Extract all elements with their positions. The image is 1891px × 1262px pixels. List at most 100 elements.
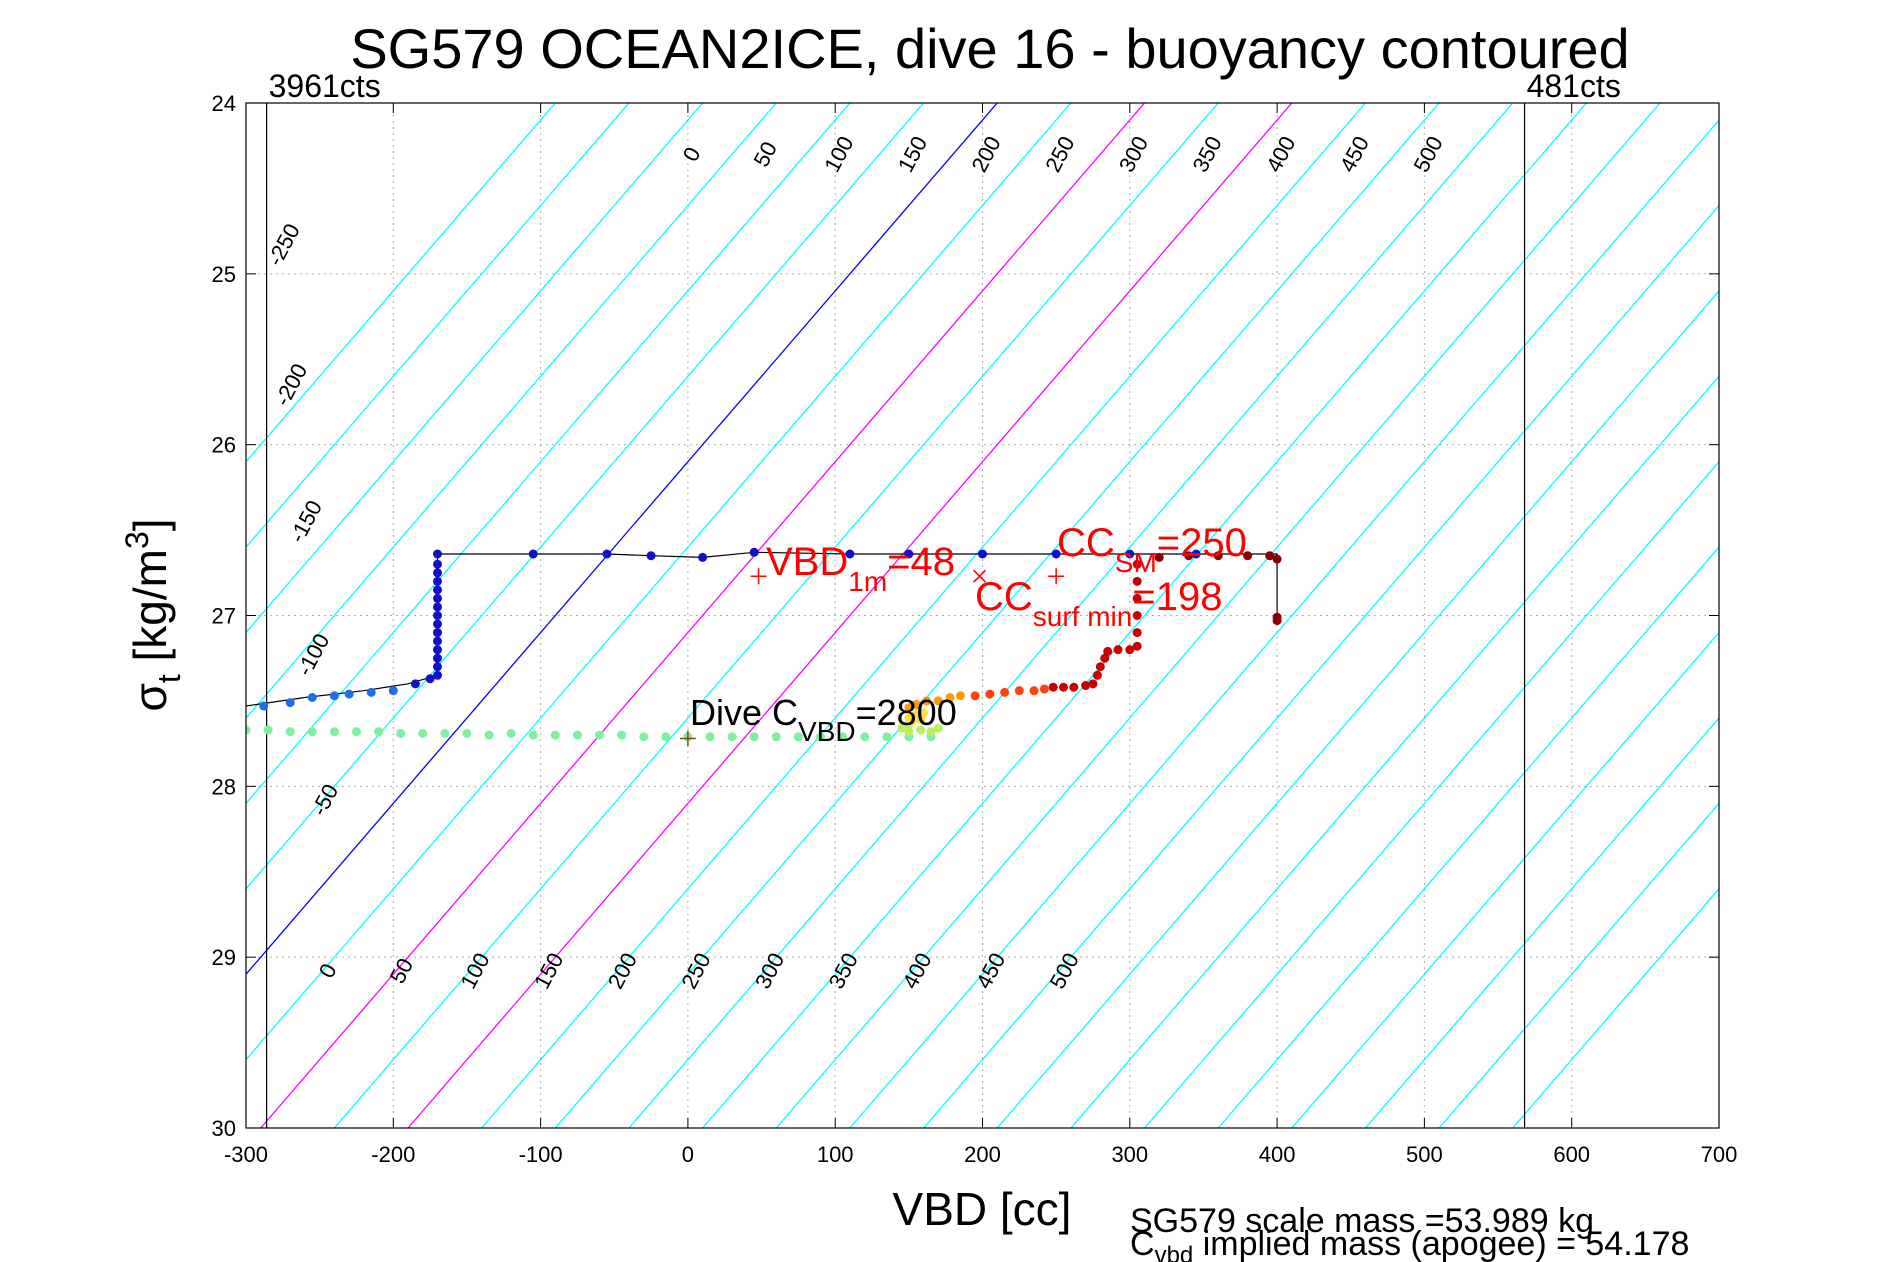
data-point: [646, 551, 656, 561]
vbd1m-rest: =48: [887, 540, 955, 584]
data-point: [1000, 687, 1010, 697]
vbd1m-main: VBD: [766, 540, 848, 584]
data-point: [907, 716, 917, 726]
contour-line: [246, 103, 1072, 1061]
data-point: [396, 728, 406, 738]
data-point: [259, 701, 269, 711]
data-point: [285, 727, 295, 737]
svg-text:CCsurf min=198: CCsurf min=198: [975, 575, 1222, 632]
contour-line: [996, 289, 1719, 1128]
data-point: [432, 636, 442, 646]
data-point: [1069, 682, 1079, 692]
svg-text:VBD1m=48: VBD1m=48: [766, 540, 955, 597]
data-point: [351, 727, 361, 737]
data-point: [410, 679, 420, 689]
data-point: [922, 696, 932, 706]
data-point: [1081, 681, 1091, 691]
data-point: [432, 619, 442, 629]
svg-text:σt [kg/m3]: σt [kg/m3]: [119, 518, 187, 711]
data-point: [432, 602, 442, 612]
x-tick-label: -100: [519, 1142, 563, 1167]
plus-marker: [750, 568, 767, 585]
y-label-main: σ: [124, 683, 176, 711]
contour-line: [1438, 802, 1719, 1128]
data-point: [506, 728, 516, 738]
data-point: [374, 727, 384, 737]
data-point: [1088, 679, 1098, 689]
data-point: [911, 699, 921, 709]
chart-title: SG579 OCEAN2ICE, dive 16 - buoyancy cont…: [350, 17, 1629, 80]
data-point: [602, 549, 612, 559]
x-tick-label: 300: [1111, 1142, 1148, 1167]
y-tick-label: 30: [212, 1116, 236, 1141]
x-tick-label: 0: [682, 1142, 694, 1167]
data-point: [432, 549, 442, 559]
data-point: [432, 611, 442, 620]
contour-line: [246, 103, 998, 976]
data-point: [246, 725, 251, 735]
data-point: [462, 728, 472, 738]
x-tick-label: 600: [1553, 1142, 1590, 1167]
data-point: [1184, 551, 1194, 561]
contour-line: [481, 103, 1366, 1128]
data-point: [933, 696, 943, 706]
data-point: [919, 708, 929, 718]
data-series: [246, 547, 1282, 742]
data-point: [955, 691, 965, 701]
data-point: [432, 645, 442, 655]
data-point: [896, 723, 906, 733]
data-point: [617, 730, 627, 740]
data-point: [550, 730, 560, 740]
contour-line: [628, 103, 1514, 1128]
data-point: [1272, 616, 1282, 626]
y-label-close: ]: [124, 518, 176, 531]
data-point: [985, 689, 995, 699]
data-point: [970, 691, 980, 701]
contour-line: [554, 103, 1440, 1128]
data-point: [978, 549, 987, 559]
data-point: [1048, 682, 1058, 692]
data-point: [916, 725, 926, 735]
implied-main: C: [1130, 1225, 1155, 1262]
data-point: [838, 732, 848, 742]
data-point: [1059, 682, 1069, 692]
contour-line: [775, 103, 1661, 1128]
x-tick-label: 100: [817, 1142, 854, 1167]
annotation-ccsurf: CCsurf min=198: [975, 575, 1222, 632]
data-point: [1014, 686, 1024, 696]
implied-mass-note: Cvbd implied mass (apogee) = 54.178: [1130, 1225, 1689, 1262]
scale-mass-note: SG579 scale mass =53.989 kg: [1130, 1202, 1594, 1240]
data-point: [1132, 559, 1142, 569]
data-point: [1213, 551, 1223, 561]
data-point: [1132, 576, 1142, 586]
data-point: [418, 728, 428, 738]
data-point: [432, 585, 442, 595]
contour-line: [246, 103, 925, 890]
annotation-divec: Dive CVBD=2800: [690, 692, 957, 747]
data-point: [1243, 551, 1253, 561]
divec-rest: =2800: [856, 692, 957, 733]
data-point: [1125, 549, 1135, 559]
x-tick-label: -300: [224, 1142, 268, 1167]
y-label-sub: t: [151, 674, 187, 683]
data-point: [1100, 653, 1110, 663]
divec-sub: VBD: [798, 716, 856, 747]
data-point: [945, 693, 955, 702]
contour-line: [849, 119, 1719, 1128]
annotation-vbd1m: VBD1m=48: [766, 540, 955, 597]
svg-text:Dive CVBD=2800: Dive CVBD=2800: [690, 692, 957, 747]
data-point: [815, 732, 825, 742]
data-point: [440, 728, 450, 738]
data-point: [727, 732, 737, 742]
markers: [679, 568, 1065, 747]
data-point: [1125, 645, 1135, 655]
data-point: [698, 552, 708, 562]
data-point: [366, 687, 376, 697]
count-label: 3961cts: [269, 68, 381, 104]
data-point: [1092, 670, 1102, 680]
data-point: [1272, 554, 1282, 564]
x-axis-label: VBD [cc]: [893, 1183, 1072, 1235]
count-label: 481cts: [1527, 68, 1621, 104]
data-point: [771, 732, 781, 742]
x-tick-label: 400: [1259, 1142, 1296, 1167]
